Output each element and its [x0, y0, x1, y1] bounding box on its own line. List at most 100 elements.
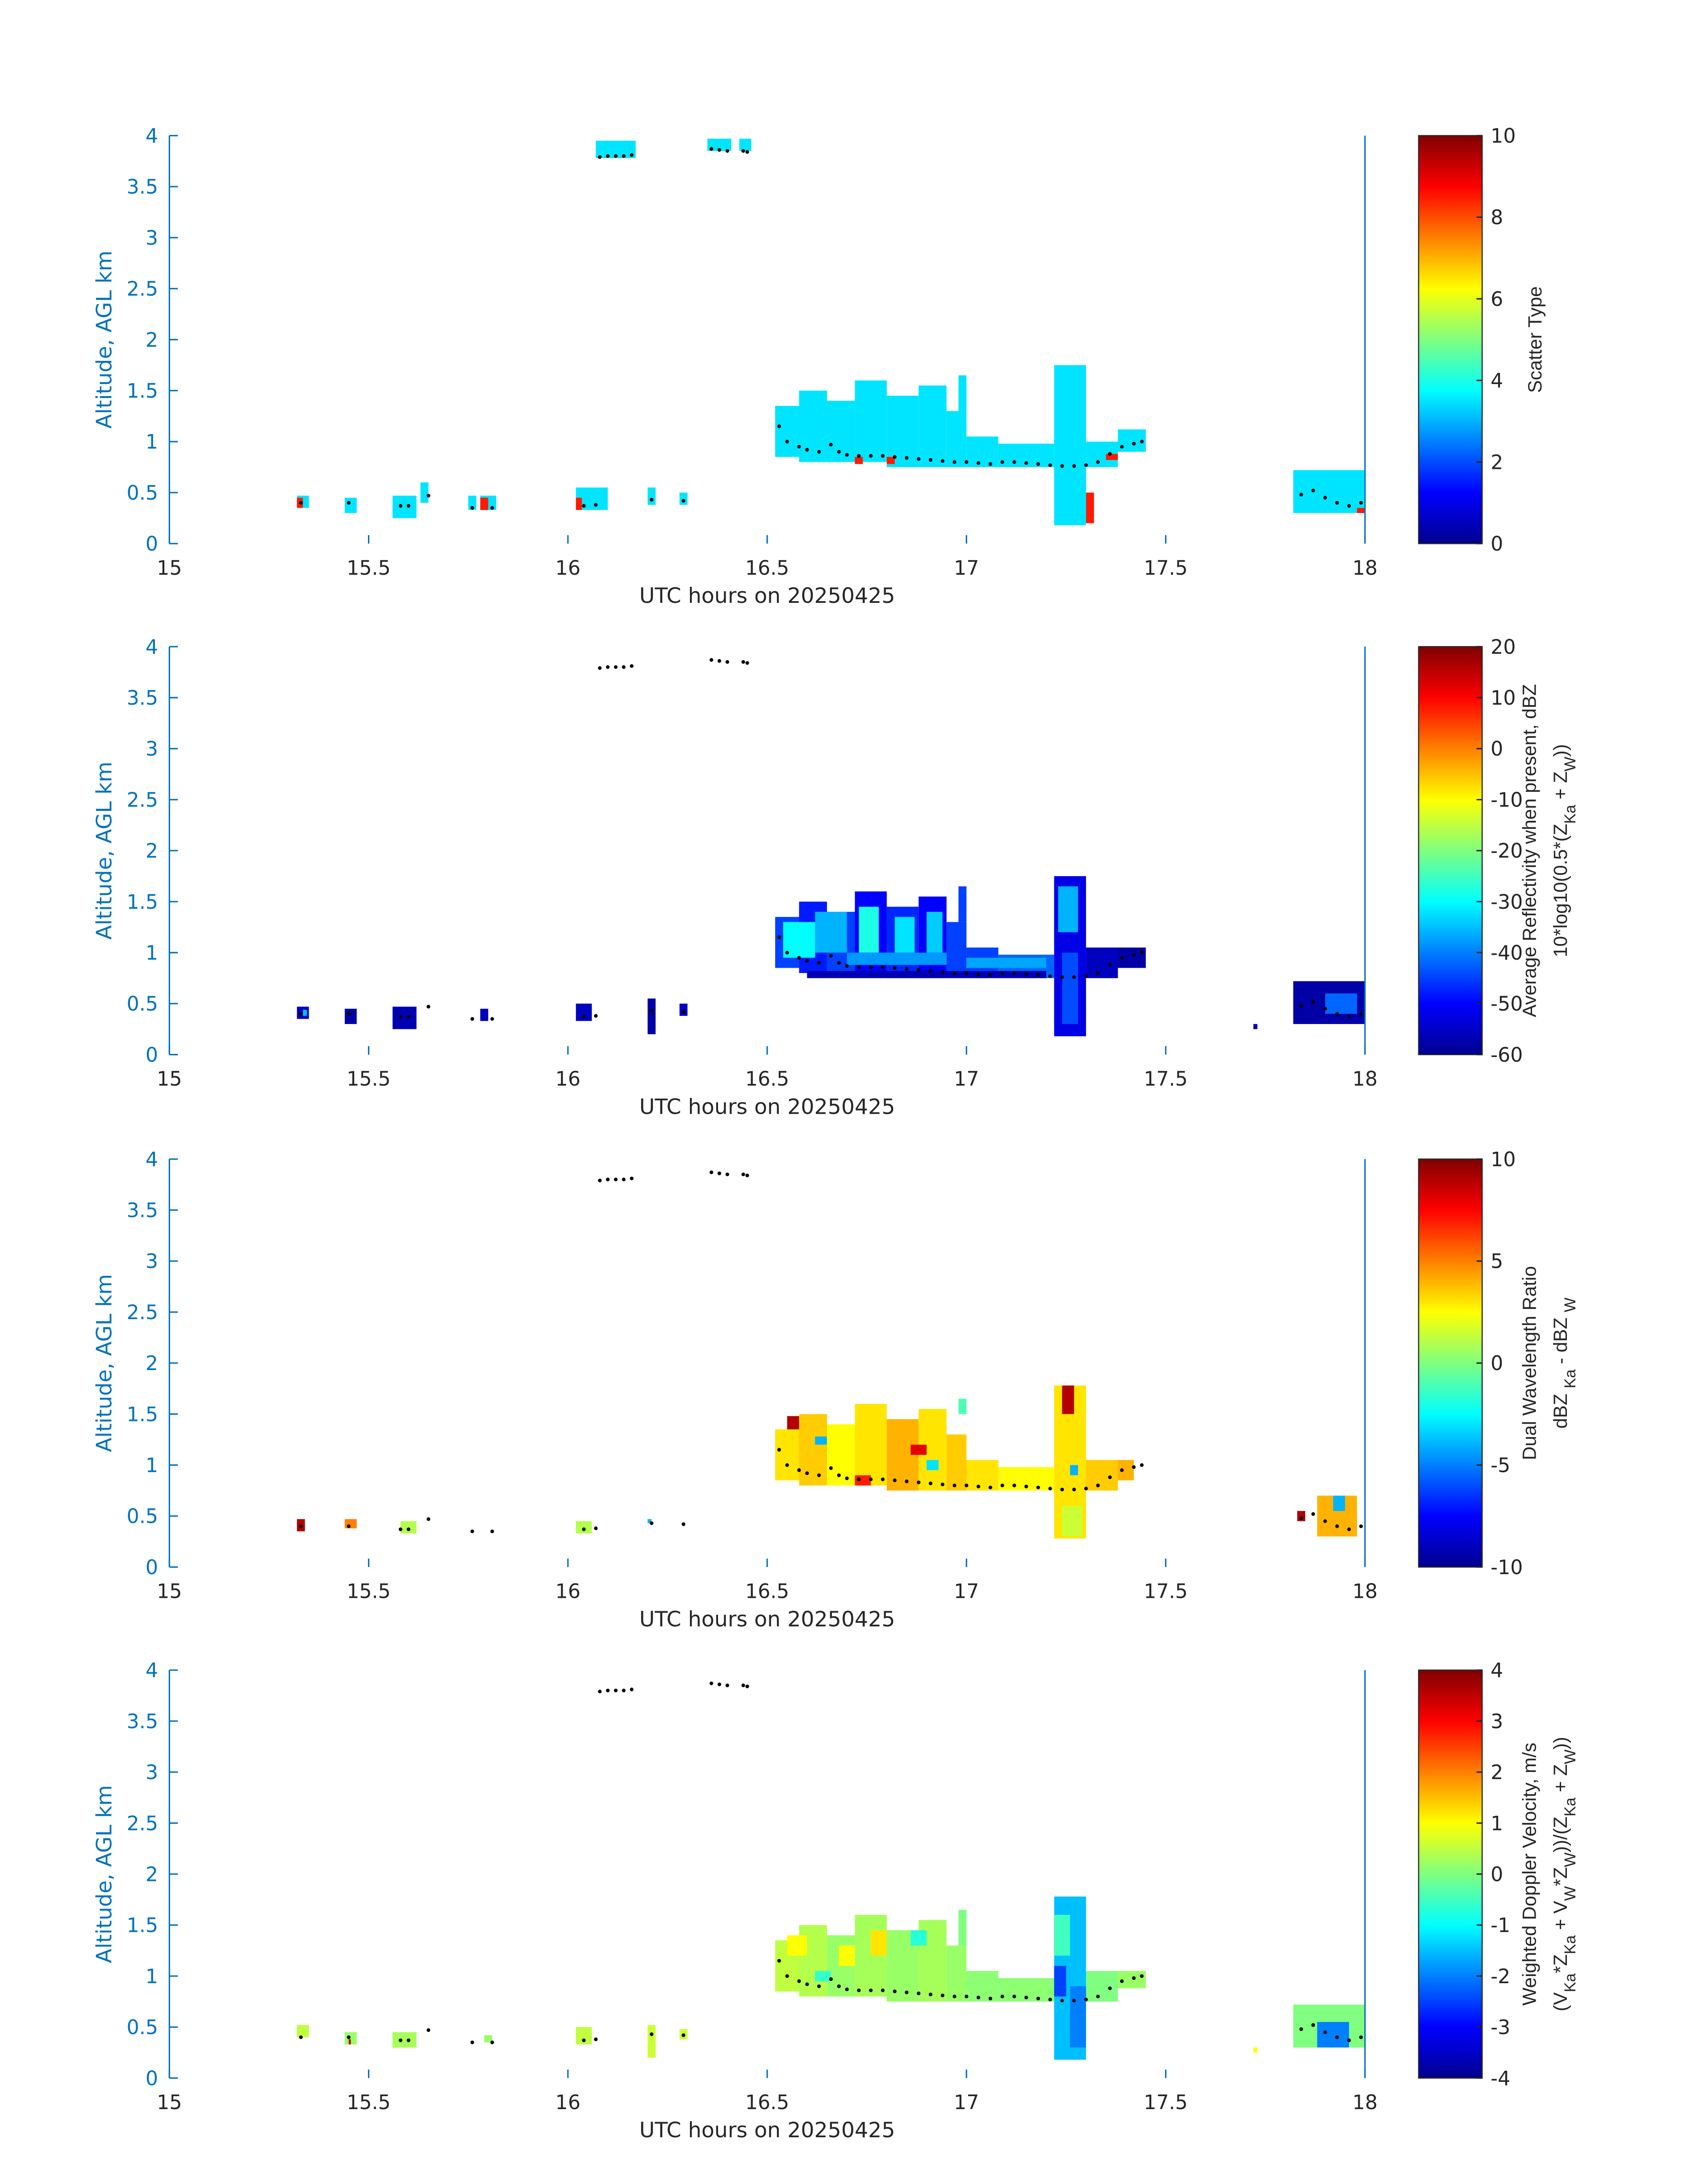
base-point	[869, 965, 873, 969]
base-point	[1000, 1994, 1004, 1998]
heatmap-cell	[946, 411, 967, 467]
heatmap-cell	[1054, 1915, 1070, 1956]
heatmap-cell	[859, 907, 879, 953]
base-point	[1084, 1997, 1088, 2002]
colorbar-tick-label: -50	[1491, 993, 1523, 1015]
base-point	[829, 1466, 833, 1470]
y-tick-label: 2	[146, 329, 158, 351]
base-point	[977, 1995, 981, 2000]
base-point	[1323, 1007, 1327, 1011]
heatmap-cell	[1054, 1966, 1066, 1997]
heatmap-cell	[787, 1416, 799, 1429]
base-point	[622, 154, 626, 158]
heatmap-cell	[348, 2039, 351, 2045]
base-point	[582, 504, 586, 508]
colorbar-tick-label: 2	[1491, 1761, 1503, 1784]
x-tick-label: 18	[1353, 1068, 1378, 1091]
colorbar-label-subscript: W	[1562, 1297, 1579, 1312]
y-tick-label: 0	[146, 2067, 158, 2090]
heatmap-cell	[345, 1519, 357, 1529]
heatmap-cell	[958, 1399, 967, 1414]
y-tick-label: 1	[146, 942, 158, 965]
x-tick-label: 16	[555, 2091, 580, 2114]
base-point	[905, 1479, 909, 1483]
heatmap-cell	[807, 971, 1046, 978]
base-point	[1299, 493, 1303, 497]
x-tick-label: 16	[555, 1068, 580, 1091]
base-point	[1036, 1485, 1040, 1490]
base-point	[650, 1009, 654, 1013]
heatmap-cell	[827, 1424, 855, 1486]
base-point	[1048, 463, 1052, 467]
base-point	[299, 1524, 303, 1528]
base-point	[681, 2033, 685, 2037]
base-point	[940, 1483, 944, 1487]
colorbar-label: dBZ Ka - dBZ W	[1550, 1297, 1579, 1429]
base-point	[1012, 460, 1016, 464]
base-point	[406, 2038, 410, 2043]
base-point	[614, 1178, 618, 1182]
heatmap-cell	[815, 1436, 827, 1445]
base-point	[965, 1483, 969, 1488]
base-point	[1024, 461, 1028, 465]
y-tick-label: 2	[146, 1863, 158, 1886]
x-tick-label: 15.5	[347, 1580, 391, 1603]
heatmap-cell	[855, 1404, 887, 1486]
heatmap-cell	[1333, 1496, 1345, 1511]
colorbar-label-subscript: Ka	[1562, 1973, 1579, 1992]
base-point	[1120, 445, 1124, 449]
base-point	[988, 1485, 992, 1490]
colorbar-tick-label: 4	[1491, 370, 1503, 393]
y-tick-label: 2.5	[127, 789, 158, 811]
base-point	[725, 660, 729, 664]
colorbar-tick-label: -1	[1491, 1914, 1510, 1937]
y-tick-label: 2.5	[127, 1812, 158, 1835]
heatmap-cell	[1086, 947, 1118, 978]
base-point	[347, 1012, 351, 1016]
base-point	[785, 1463, 789, 1467]
heatmap-cell	[919, 385, 947, 467]
base-point	[837, 1473, 841, 1477]
base-point	[1335, 501, 1339, 505]
base-point	[1072, 464, 1076, 468]
base-point	[977, 972, 981, 976]
base-point	[869, 1477, 873, 1481]
heatmap-cell	[946, 922, 967, 978]
y-tick-label: 0.5	[127, 2016, 158, 2039]
base-point	[1359, 2035, 1363, 2039]
base-point	[1024, 1484, 1028, 1488]
base-point	[1096, 1483, 1100, 1488]
base-point	[1311, 999, 1315, 1003]
base-point	[777, 935, 781, 940]
x-axis-label: UTC hours on 20250425	[639, 584, 895, 608]
heatmap-cell	[679, 1003, 688, 1016]
heatmap-cell	[1062, 953, 1078, 1024]
base-point	[1132, 953, 1136, 957]
y-tick-label: 1.5	[127, 380, 158, 403]
colorbar-label: Weighted Doppler Velocity, m/s	[1519, 1742, 1540, 2006]
base-point	[977, 461, 981, 465]
base-point	[988, 462, 992, 466]
base-point	[952, 1483, 956, 1488]
base-point	[917, 1480, 921, 1484]
heatmap-cell	[1062, 1385, 1074, 1414]
base-point	[1359, 501, 1363, 505]
base-point	[1347, 504, 1351, 508]
heatmap-cell	[393, 2032, 417, 2047]
base-point	[1359, 1012, 1363, 1016]
base-point	[817, 450, 821, 454]
colorbar: -4 -3 -2 -1 0 1 2 3 4 Weighted Doppler Velocity, …	[1418, 1659, 1579, 2090]
colorbar-label-text: ))/(Z	[1550, 1817, 1571, 1853]
base-point	[917, 457, 921, 461]
colorbar-tick-label: 20	[1491, 636, 1516, 659]
panel-doppler-velocity: 0 0.5 1 1.5 2 2.5 3 3.5 4 15 15.5 16 16.5 17 17.5 18 UTC…	[92, 1659, 1579, 2143]
base-point	[928, 969, 933, 973]
base-point	[940, 1993, 944, 1997]
x-tick-label: 17	[954, 2091, 979, 2114]
base-point	[650, 497, 654, 502]
base-point	[817, 1984, 821, 1989]
heatmap-cell	[1293, 470, 1365, 513]
base-point	[1347, 1527, 1351, 1531]
colorbar-label-text: ))	[1550, 1737, 1571, 1749]
base-point	[797, 956, 801, 960]
